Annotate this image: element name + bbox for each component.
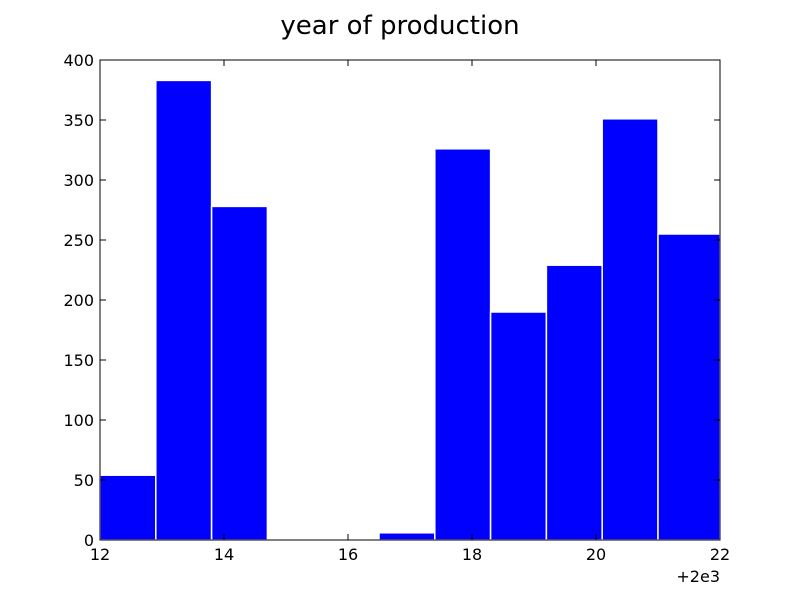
x-tick-label: 22 xyxy=(710,545,730,564)
y-tick-label: 300 xyxy=(63,171,94,190)
histogram-bar xyxy=(657,233,721,541)
x-tick-label: 16 xyxy=(338,545,358,564)
histogram-bar xyxy=(155,79,213,541)
histogram-bar xyxy=(210,205,269,541)
histogram-bar xyxy=(434,148,492,541)
x-tick-label: 14 xyxy=(214,545,234,564)
histogram-bar xyxy=(545,264,603,541)
y-tick-label: 200 xyxy=(63,291,94,310)
x-tick-label: 12 xyxy=(90,545,110,564)
y-tick-label: 150 xyxy=(63,351,94,370)
y-tick-label: 0 xyxy=(84,531,94,550)
histogram-bar xyxy=(489,311,548,541)
y-tick-label: 400 xyxy=(63,51,94,70)
histogram-bar xyxy=(601,118,659,541)
x-axis-offset-label: +2e3 xyxy=(676,567,720,586)
y-tick-label: 100 xyxy=(63,411,94,430)
histogram-bar xyxy=(99,474,157,541)
y-tick-label: 250 xyxy=(63,231,94,250)
x-tick-label: 18 xyxy=(462,545,482,564)
axes-group: 12 14 16 18 20 22 0 50 100 150 200 250 300 350 400 xyxy=(63,51,730,564)
histogram-bar xyxy=(378,532,436,541)
x-tick-label: 20 xyxy=(586,545,606,564)
bars-group xyxy=(99,79,721,541)
y-tick-label: 350 xyxy=(63,111,94,130)
chart-title: year of production xyxy=(280,11,519,41)
y-tick-label: 50 xyxy=(74,471,94,490)
